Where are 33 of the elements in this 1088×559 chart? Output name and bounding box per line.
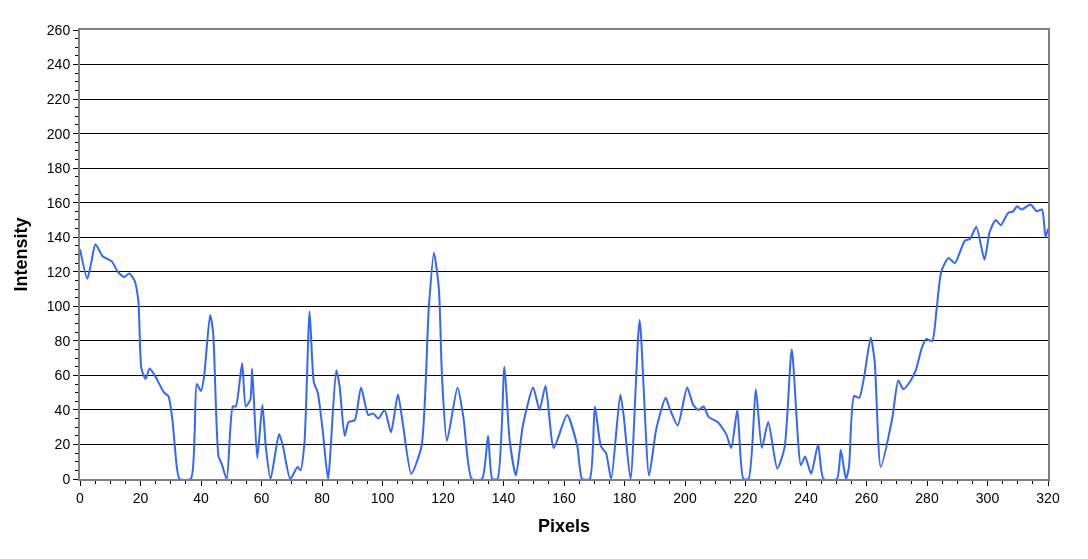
y-tick-label: 180 [46, 160, 71, 177]
y-tick-label: 200 [46, 125, 71, 142]
x-tick-label: 280 [915, 489, 939, 506]
y-tick-label: 20 [54, 436, 71, 453]
y-tick-label: 100 [46, 298, 71, 315]
y-tick-label: 260 [46, 21, 71, 38]
x-axis-title: Pixels [537, 516, 591, 537]
y-tick-label: 240 [46, 56, 71, 73]
y-tick-label: 0 [62, 470, 71, 487]
x-tick-label: 20 [132, 489, 149, 506]
x-tick-label: 60 [253, 489, 270, 506]
y-axis-title: Intensity [10, 217, 31, 292]
x-tick-label: 220 [733, 489, 758, 506]
x-tick-label: 40 [193, 489, 209, 506]
x-tick-label: 300 [975, 489, 1000, 506]
x-tick-label: 160 [552, 489, 576, 506]
x-tick-label: 100 [370, 489, 395, 506]
x-tick-label: 140 [491, 489, 516, 506]
y-tick-label: 80 [54, 332, 71, 349]
x-tick-label: 260 [854, 489, 879, 506]
x-tick-label: 0 [76, 489, 85, 506]
y-tick-label: 220 [46, 90, 71, 107]
y-tick-label: 60 [54, 367, 71, 384]
x-tick-label: 320 [1036, 489, 1060, 506]
y-tick-label: 120 [46, 263, 71, 280]
y-tick-label: 40 [54, 401, 71, 418]
x-tick-label: 240 [794, 489, 818, 506]
x-tick-label: 180 [612, 489, 637, 506]
y-tick-label: 160 [46, 194, 71, 211]
y-tick-label: 140 [46, 229, 71, 246]
x-tick-label: 80 [314, 489, 330, 506]
x-tick-label: 200 [673, 489, 697, 506]
x-tick-label: 120 [431, 489, 455, 506]
